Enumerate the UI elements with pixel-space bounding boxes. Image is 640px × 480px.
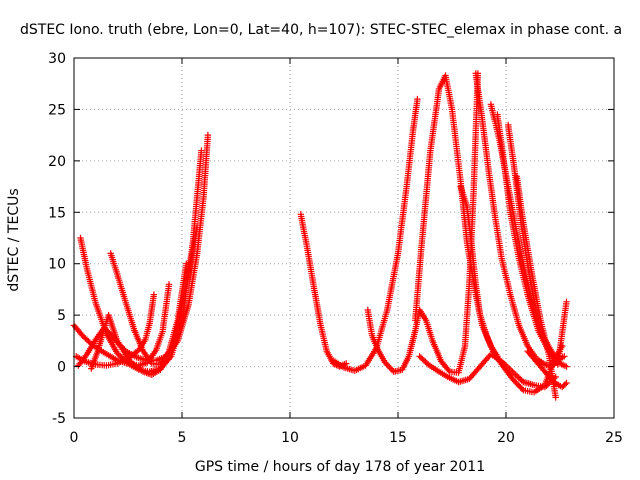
x-tick-label: 20	[497, 430, 515, 446]
data-marker	[524, 347, 570, 391]
data-series-arc	[107, 250, 190, 368]
x-tick-label: 15	[389, 430, 407, 446]
data-marker	[513, 173, 559, 401]
y-tick-label: -5	[52, 411, 66, 427]
plot-frame	[73, 57, 615, 419]
data-series-arc	[472, 70, 561, 370]
data-markers	[70, 70, 570, 401]
y-tick-label: 25	[48, 102, 66, 118]
y-tick-label: 0	[57, 360, 66, 376]
data-marker	[330, 95, 421, 374]
data-marker	[75, 131, 212, 369]
y-tick-label: 5	[57, 308, 66, 324]
data-series-arc	[513, 173, 559, 401]
chart-title: dSTEC Iono. truth (ebre, Lon=0, Lat=40, …	[20, 22, 622, 38]
x-tick-label: 10	[281, 430, 299, 446]
x-tick-label: 0	[70, 430, 79, 446]
data-marker	[297, 211, 350, 370]
x-axis-ticks: 0 5 10 15 20 25	[70, 58, 623, 446]
y-tick-label: 10	[48, 257, 66, 273]
y-tick-label: 20	[48, 154, 66, 170]
data-series-arc	[75, 131, 212, 369]
y-axis-label: dSTEC / TECUs	[6, 188, 22, 291]
y-tick-label: 15	[48, 205, 66, 221]
y-axis-ticks: -5 0 5 10 15 20 25 30	[48, 51, 614, 427]
data-marker	[494, 111, 568, 365]
y-tick-label: 30	[48, 51, 66, 67]
data-series-arc	[524, 347, 570, 391]
x-tick-label: 25	[605, 430, 623, 446]
data-series-arc	[330, 95, 421, 374]
x-tick-label: 5	[178, 430, 187, 446]
data-marker	[107, 250, 190, 368]
data-series-arc	[494, 111, 568, 365]
data-series-arc	[297, 211, 350, 370]
x-axis-label: GPS time / hours of day 178 of year 2011	[195, 459, 485, 475]
data-marker	[472, 70, 561, 370]
